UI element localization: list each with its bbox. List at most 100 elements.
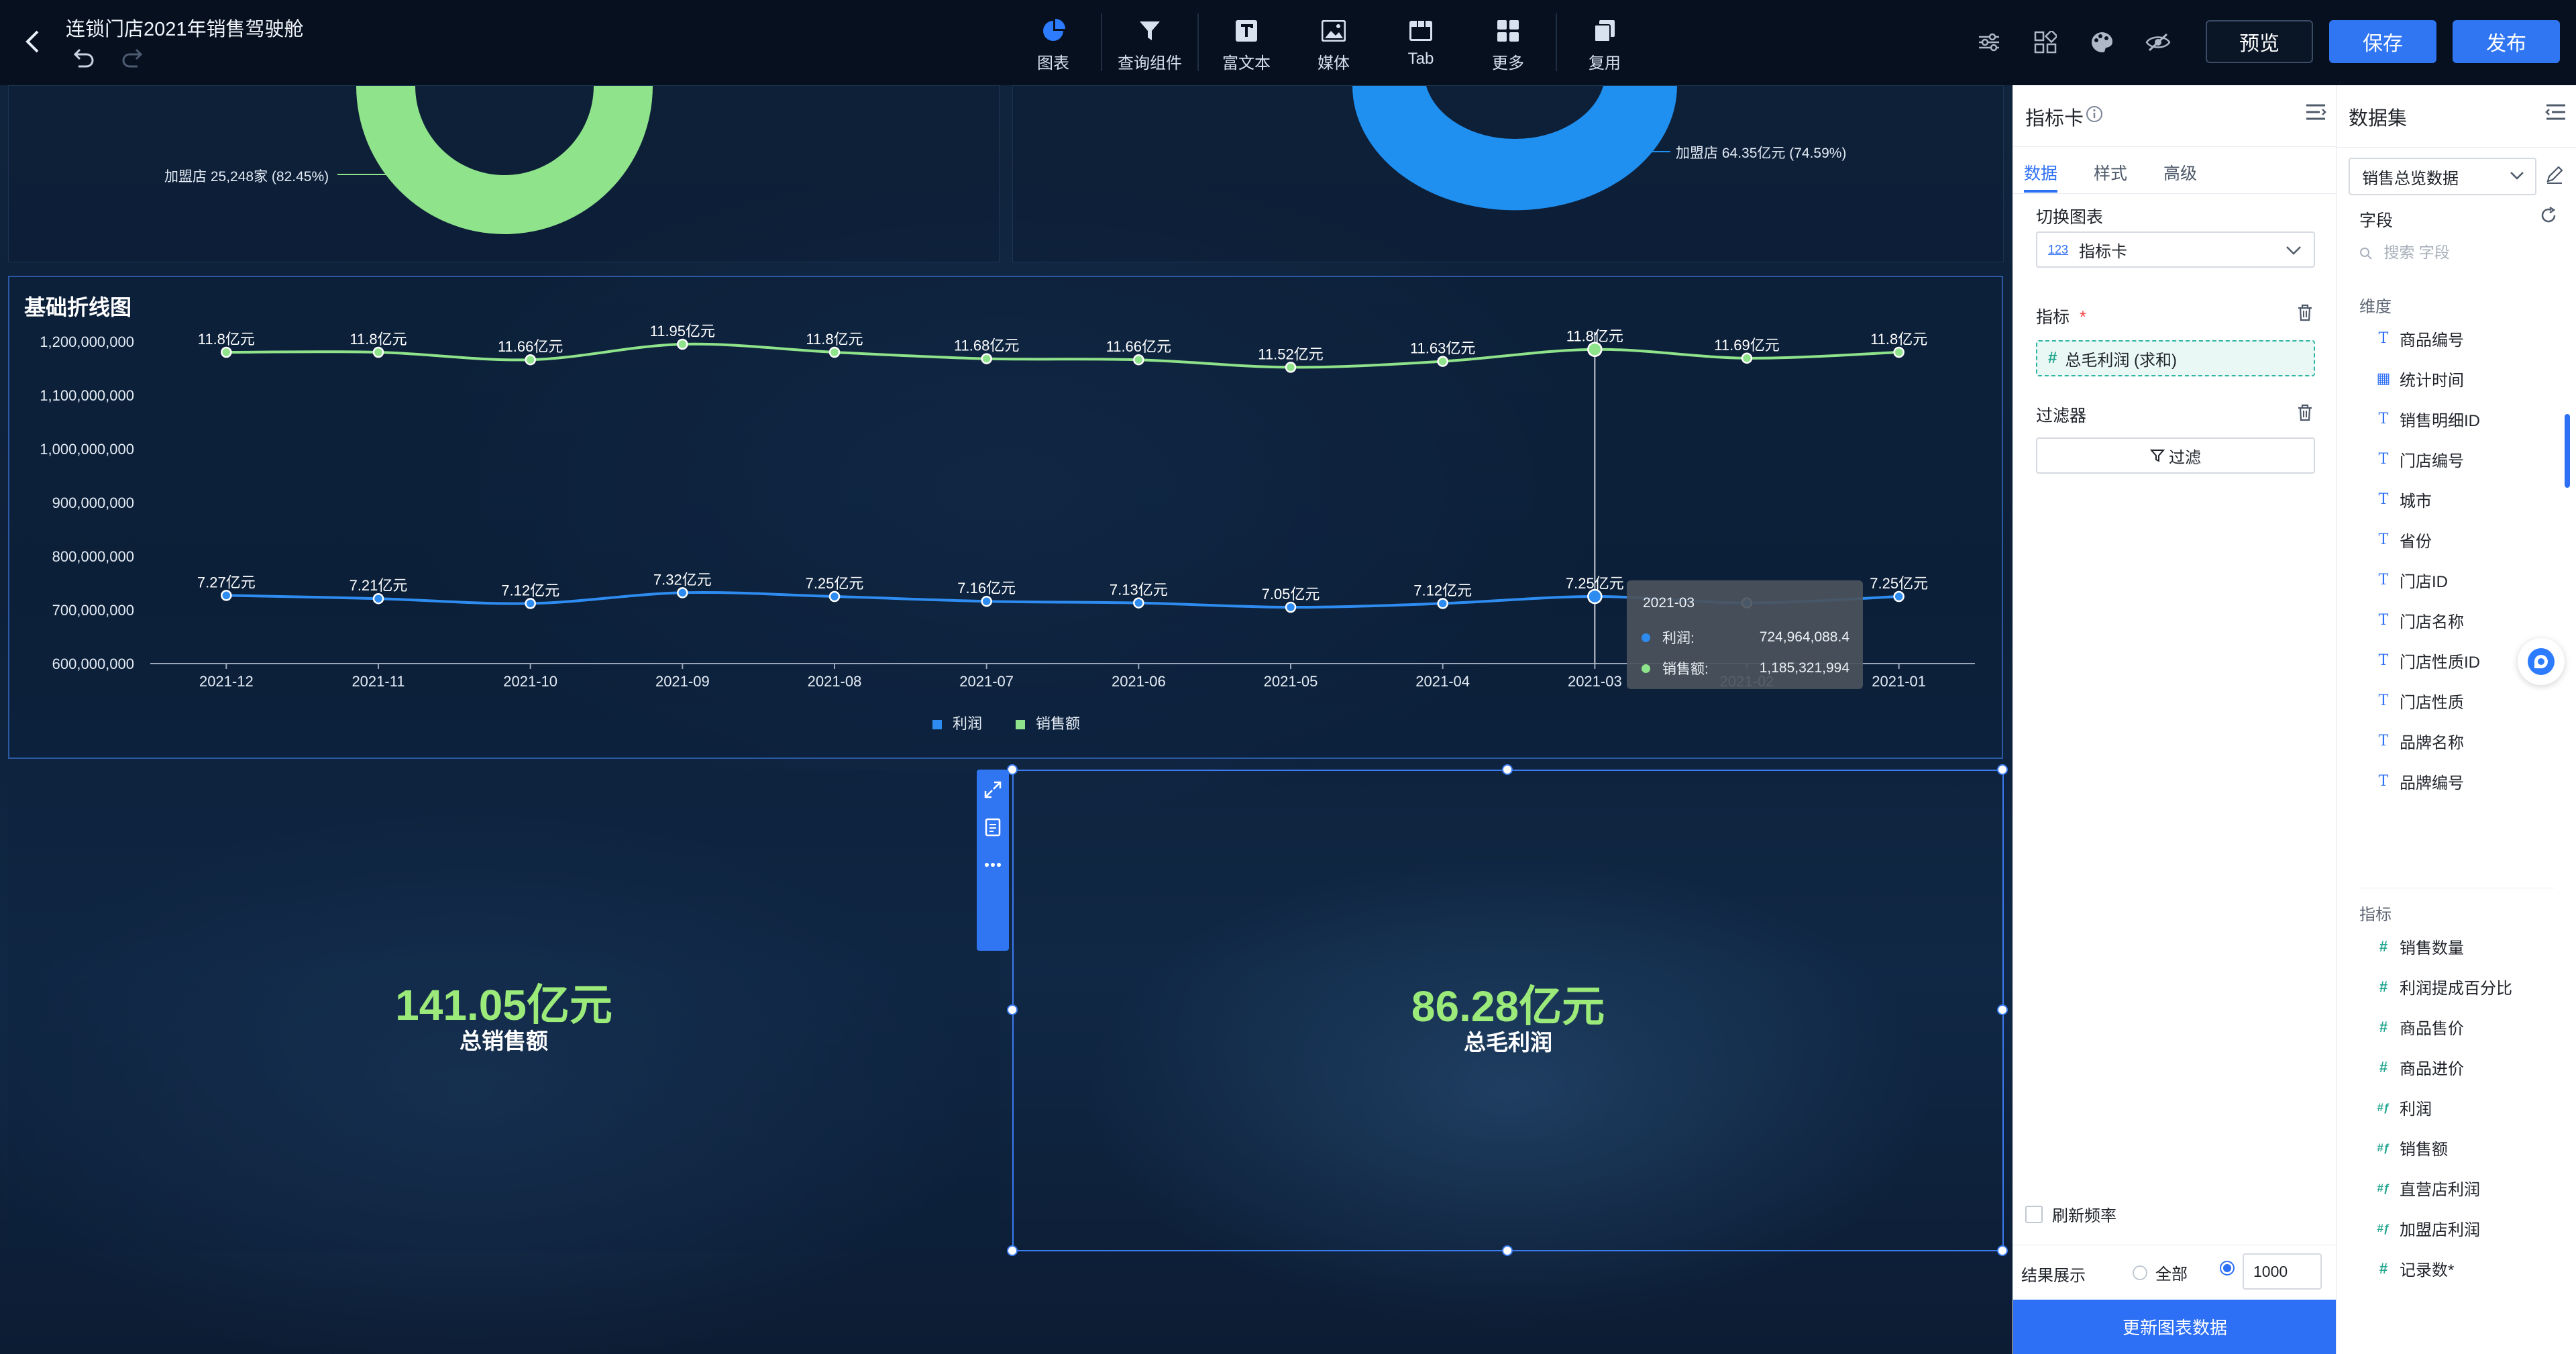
field-item[interactable]: # 商品进价 [2374,1055,2464,1079]
field-item[interactable]: T 门店编号 [2374,448,2464,471]
field-item[interactable]: T 品牌编号 [2374,770,2464,793]
field-item[interactable]: # 商品售价 [2374,1015,2464,1039]
kpi-card-total-sales[interactable]: 141.05亿元 总销售额 [8,770,1000,1251]
field-item[interactable]: #ƒ 直营店利润 [2374,1176,2480,1200]
data-label: 11.66亿元 [498,338,563,355]
field-item[interactable]: T 品牌名称 [2374,729,2464,753]
save-button[interactable]: 保存 [2329,20,2436,63]
refresh-icon[interactable] [2539,206,2558,228]
tool-chart[interactable]: 图表 [1010,9,1097,73]
radio-count[interactable] [2220,1261,2235,1275]
donut-panel-right[interactable]: 加盟店 64.35亿元 (74.59%) [1012,85,2004,262]
text-type-icon: T [2378,330,2389,347]
publish-button[interactable]: 发布 [2453,20,2560,63]
tool-tab[interactable]: Tab [1377,9,1464,68]
info-icon[interactable] [2086,105,2103,126]
expand-icon[interactable] [982,779,1004,800]
x-tick-label: 2021-11 [352,673,405,690]
donut-panel-left[interactable]: 加盟店 25,248家 (82.45%) [8,85,1000,262]
field-item[interactable]: T 销售明细ID [2374,407,2480,431]
field-item[interactable]: T 商品编号 [2374,327,2464,350]
legend-swatch [932,720,942,729]
field-item[interactable]: T 门店性质 [2374,689,2464,713]
radio-all[interactable] [2133,1265,2147,1280]
add-filter-button[interactable]: 过滤 [2036,437,2315,474]
result-count-input[interactable]: 1000 [2243,1253,2322,1290]
tool-reuse[interactable]: 复用 [1561,9,1648,73]
refresh-checkbox[interactable] [2025,1205,2043,1223]
data-label: 7.13亿元 [1110,582,1168,598]
field-item[interactable]: T 门店名称 [2374,609,2464,632]
data-label: 7.21亿元 [350,577,408,594]
edit-dataset-icon[interactable] [2544,164,2565,188]
tool-query[interactable]: 查询组件 [1106,9,1193,73]
field-name: 门店名称 [2400,613,2464,631]
data-point [372,346,384,358]
text-type-icon: T [2378,491,2389,508]
resize-handle[interactable] [1007,1245,1018,1256]
tooltip-row: 销售额: 1,185,321,994 [1642,658,1849,678]
field-name: 销售明细ID [2400,412,2480,430]
chart-type-select[interactable]: 123 指标卡 [2036,231,2315,268]
chart-tooltip: 2021-03 利润: 724,964,088.4 销售额: 1,185,321… [1627,580,1863,689]
donut-slice [356,86,653,234]
tool-media[interactable]: 媒体 [1290,9,1377,73]
trash-icon[interactable] [2297,404,2313,425]
field-item[interactable]: ▦ 统计时间 [2374,367,2464,390]
tab-style[interactable]: 样式 [2094,164,2128,183]
collapse-menu-icon[interactable] [2545,103,2567,125]
field-item[interactable]: T 城市 [2374,488,2432,511]
undo-icon[interactable] [70,44,97,71]
resize-handle[interactable] [1502,1245,1513,1256]
layout-icon[interactable] [2029,25,2062,59]
dimension-header: 维度 [2359,298,2392,316]
measure-header: 指标 [2359,906,2392,924]
kpi-card-gross-profit[interactable]: 86.28亿元 总毛利润 [1012,770,2004,1251]
scrollbar-thumb[interactable] [2565,414,2570,488]
hide-eye-icon[interactable] [2141,25,2175,59]
tab-advanced[interactable]: 高级 [2163,164,2198,183]
resize-handle[interactable] [1007,1004,1018,1015]
field-item[interactable]: # 记录数* [2374,1257,2454,1280]
preview-button[interactable]: 预览 [2206,20,2313,63]
result-count-option[interactable] [2220,1261,2235,1275]
redo-icon[interactable] [119,44,146,71]
tooltip-row: 利润: 724,964,088.4 [1642,627,1849,647]
settings-sliders-icon[interactable] [1972,25,2006,59]
result-all-option[interactable]: 全部 [2133,1261,2188,1284]
field-item[interactable]: # 销售数量 [2374,935,2464,958]
field-item[interactable]: #ƒ 销售额 [2374,1136,2448,1159]
theme-palette-icon[interactable] [2085,25,2118,59]
field-item[interactable]: T 门店ID [2374,568,2448,592]
metric-field-chip[interactable]: # 总毛利润 (求和) [2036,340,2315,376]
refresh-label: 刷新频率 [2052,1207,2116,1225]
resize-handle[interactable] [1997,1004,2008,1015]
tool-label: 富文本 [1222,54,1271,72]
update-chart-data-button[interactable]: 更新图表数据 [2013,1300,2337,1354]
resize-handle[interactable] [1997,1245,2008,1256]
more-icon[interactable] [982,854,1004,876]
collapse-menu-icon[interactable] [2305,103,2326,125]
field-item[interactable]: #ƒ 利润 [2374,1096,2432,1119]
number-type-icon: # [2379,1018,2388,1035]
tool-richtext[interactable]: 富文本 [1203,9,1290,73]
back-icon[interactable] [19,25,46,58]
document-icon[interactable] [982,817,1004,838]
field-item[interactable]: T 省份 [2374,528,2432,552]
dataset-select[interactable]: 销售总览数据 [2349,158,2536,195]
y-tick-label: 600,000,000 [52,656,134,672]
refresh-rate-option[interactable]: 刷新频率 [2025,1202,2116,1226]
data-point [1893,590,1904,603]
assistant-float-icon[interactable] [2518,638,2565,685]
field-item[interactable]: # 利润提成百分比 [2374,975,2512,998]
tool-more[interactable]: 更多 [1464,9,1552,73]
field-search-input[interactable]: 搜索 字段 [2359,240,2450,262]
trash-icon[interactable] [2297,304,2313,325]
data-point [1285,601,1297,613]
text-type-icon: T [2378,692,2389,709]
tab-data[interactable]: 数据 [2024,164,2058,183]
field-item[interactable]: #ƒ 加盟店利润 [2374,1216,2480,1240]
field-item[interactable]: T 门店性质ID [2374,649,2480,672]
resize-handle[interactable] [1502,764,1513,775]
resize-handle[interactable] [1997,764,2008,775]
